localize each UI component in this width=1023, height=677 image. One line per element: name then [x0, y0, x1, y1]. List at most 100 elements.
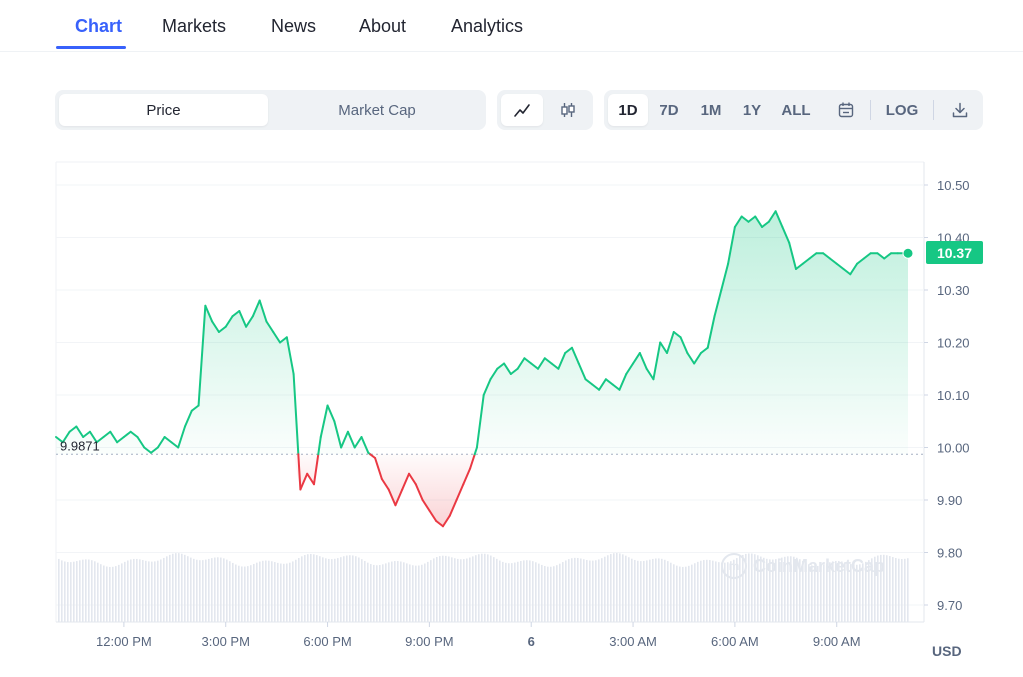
volume-bar — [382, 564, 384, 622]
volume-bar — [160, 559, 162, 622]
volume-bar — [85, 559, 87, 622]
volume-bar — [604, 556, 606, 622]
volume-bar — [646, 560, 648, 622]
range-1y-button[interactable]: 1Y — [742, 101, 762, 119]
volume-bar — [265, 560, 267, 622]
volume-bar — [637, 560, 639, 622]
volume-bar — [268, 560, 270, 622]
volume-bar — [883, 554, 885, 622]
price-toggle-button[interactable]: Price — [59, 94, 268, 126]
volume-bar — [607, 555, 609, 622]
volume-bar — [826, 563, 828, 622]
volume-bar — [445, 555, 447, 622]
volume-bar — [64, 561, 66, 622]
tab-news[interactable]: News — [271, 16, 317, 36]
price-line-segment — [374, 457, 383, 480]
volume-bar — [679, 566, 681, 622]
price-line-segment — [747, 215, 757, 223]
price-line-segment — [285, 336, 295, 375]
price-line-segment — [122, 430, 132, 438]
price-line-segment — [428, 509, 438, 522]
log-scale-button[interactable]: LOG — [885, 101, 919, 119]
price-line-segment — [272, 331, 282, 344]
volume-bar — [256, 562, 258, 622]
volume-bar — [673, 564, 675, 622]
volume-bar — [907, 558, 909, 622]
volume-bar — [355, 556, 357, 622]
volume-bar — [280, 563, 282, 622]
price-line-segment — [319, 404, 329, 438]
volume-bar — [874, 556, 876, 622]
volume-bar — [409, 564, 411, 622]
price-line-segment — [177, 425, 186, 449]
volume-bar — [58, 558, 60, 622]
volume-bar — [472, 556, 474, 622]
price-line-segment — [550, 362, 560, 370]
volume-bar — [706, 559, 708, 622]
volume-bar — [337, 558, 339, 622]
price-line-segment — [788, 241, 797, 270]
volume-bar — [193, 558, 195, 622]
line-chart-button[interactable] — [501, 94, 543, 126]
time-range-selector: 1D 7D 1M 1Y ALL LOG — [604, 90, 983, 130]
price-line-segment — [455, 483, 465, 501]
price-line-segment — [842, 268, 852, 276]
volume-bar — [730, 561, 732, 622]
price-line-segment — [297, 453, 302, 491]
price-line-segment — [441, 514, 451, 528]
tab-markets[interactable]: Markets — [162, 16, 227, 36]
volume-bar — [526, 560, 528, 622]
candlestick-chart-button[interactable] — [547, 94, 589, 126]
price-line-segment — [733, 215, 743, 228]
market-cap-toggle-button[interactable]: Market Cap — [338, 101, 416, 119]
price-line-segment — [238, 310, 248, 328]
toolbar-divider — [870, 100, 871, 120]
volume-bar — [271, 561, 273, 622]
volume-bar — [301, 556, 303, 622]
volume-bar — [829, 562, 831, 622]
download-button[interactable] — [941, 94, 979, 126]
price-line-segment — [808, 252, 818, 260]
active-tab-indicator — [56, 46, 126, 49]
volume-bar — [163, 557, 165, 622]
range-1d-button[interactable]: 1D — [608, 94, 648, 126]
volume-bar — [508, 563, 510, 622]
tab-analytics[interactable]: Analytics — [451, 16, 524, 36]
y-tick-label: 9.70 — [937, 598, 962, 613]
price-line-segment — [543, 357, 553, 365]
volume-bar — [289, 562, 291, 622]
down-area-fill — [56, 454, 908, 527]
price-line-segment — [116, 436, 125, 444]
volume-bar — [205, 559, 207, 622]
price-line-segment — [265, 320, 275, 333]
volume-bar — [538, 563, 540, 622]
volume-bar — [196, 559, 198, 622]
tab-about[interactable]: About — [359, 16, 407, 36]
volume-bar — [544, 566, 546, 622]
volume-bar — [889, 556, 891, 622]
volume-bar — [454, 558, 456, 622]
price-line-segment — [767, 210, 777, 223]
volume-bar — [745, 553, 747, 622]
price-line-segment — [102, 430, 112, 438]
range-1m-button[interactable]: 1M — [700, 101, 722, 119]
volume-bar — [661, 558, 663, 622]
volume-bar — [223, 558, 225, 622]
volume-bar — [430, 560, 432, 622]
volume-bar — [322, 557, 324, 622]
volume-bar — [238, 565, 240, 622]
price-line-segment — [849, 262, 859, 276]
volume-bar — [319, 556, 321, 622]
volume-bar — [247, 566, 249, 622]
range-all-button[interactable]: ALL — [781, 101, 811, 119]
volume-bar — [505, 562, 507, 622]
tab-chart[interactable]: Chart — [75, 16, 123, 36]
volume-bar — [580, 558, 582, 622]
range-7d-button[interactable]: 7D — [659, 101, 679, 119]
volume-bar — [118, 564, 120, 622]
volume-bar — [61, 560, 63, 622]
price-line-segment — [537, 357, 546, 370]
volume-bar — [103, 565, 105, 622]
calendar-button[interactable] — [828, 94, 864, 126]
